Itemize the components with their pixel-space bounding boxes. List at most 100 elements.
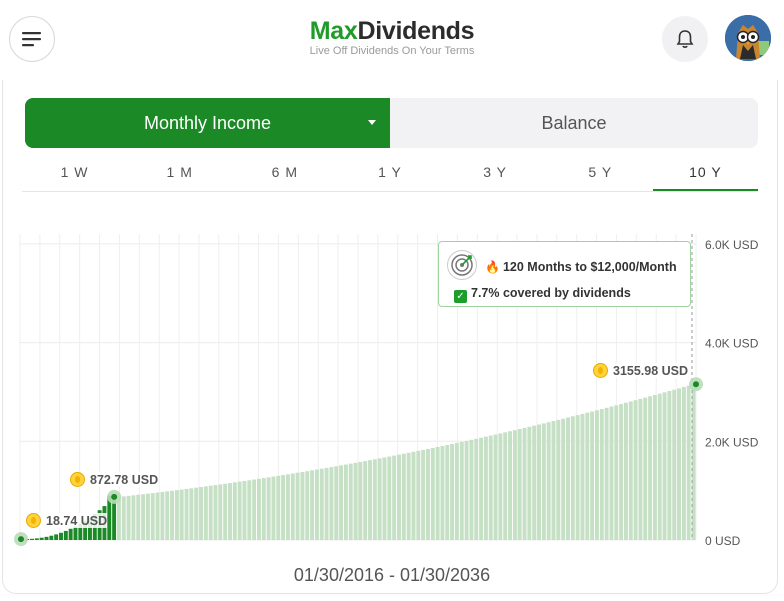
date-range: 01/30/2016 - 01/30/2036 bbox=[293, 565, 491, 585]
bar-projected bbox=[310, 470, 315, 540]
bar-projected bbox=[363, 461, 368, 540]
bar-actual bbox=[44, 536, 49, 540]
bar-projected bbox=[421, 449, 426, 540]
bar-projected bbox=[469, 439, 474, 540]
bar-projected bbox=[517, 429, 522, 540]
bar-projected bbox=[556, 419, 561, 540]
bar-projected bbox=[242, 480, 247, 540]
bar-projected bbox=[590, 411, 595, 540]
monthly-income-option[interactable]: Monthly Income bbox=[25, 98, 390, 148]
bar-projected bbox=[199, 487, 203, 540]
bar-projected bbox=[141, 494, 146, 540]
bar-actual bbox=[73, 526, 78, 540]
tab-3y[interactable]: 3 Y bbox=[483, 164, 508, 180]
bar-projected bbox=[261, 478, 266, 540]
current-value-label: 872.78 USD bbox=[70, 472, 159, 487]
bar-projected bbox=[218, 484, 223, 540]
y-tick-label: 4.0K USD bbox=[705, 337, 759, 351]
covered-text: 7.7% covered by dividends bbox=[471, 286, 631, 300]
current-point-marker bbox=[111, 493, 118, 500]
bar-projected bbox=[566, 417, 570, 540]
bar-projected bbox=[392, 455, 397, 540]
tab-10y[interactable]: 10 Y bbox=[652, 158, 758, 191]
bar-projected bbox=[179, 489, 184, 540]
bar-projected bbox=[585, 412, 590, 540]
bar-projected bbox=[493, 434, 498, 540]
bar-projected bbox=[194, 487, 199, 540]
bar-projected bbox=[324, 467, 329, 540]
bar-projected bbox=[203, 486, 208, 540]
bar-projected bbox=[401, 453, 406, 540]
bar-projected bbox=[623, 402, 628, 540]
bar-projected bbox=[377, 458, 382, 540]
bar-projected bbox=[652, 394, 657, 540]
bar-actual bbox=[39, 537, 44, 540]
tab-1y[interactable]: 1 Y bbox=[378, 164, 402, 180]
bar-actual bbox=[59, 532, 63, 540]
bar-actual bbox=[68, 528, 73, 540]
bar-projected bbox=[184, 488, 189, 540]
bar-projected bbox=[368, 460, 372, 540]
bell-icon bbox=[676, 30, 694, 48]
bar-projected bbox=[257, 478, 261, 540]
bar-actual bbox=[49, 535, 54, 540]
bar-projected bbox=[667, 391, 672, 540]
start-value-text: 18.74 USD bbox=[46, 514, 108, 528]
logo[interactable]: MaxDividends Live Off Dividends On Your … bbox=[0, 16, 784, 57]
bar-actual bbox=[78, 523, 83, 540]
bar-projected bbox=[512, 430, 517, 540]
bar-projected bbox=[464, 440, 469, 540]
menu-button[interactable] bbox=[9, 16, 55, 62]
balance-option[interactable]: Balance bbox=[390, 98, 758, 148]
tab-5y[interactable]: 5 Y bbox=[588, 164, 613, 180]
income-chart: 0 USD 2.0K USD 4.0K USD 6.0K USD bbox=[14, 234, 759, 548]
goal-text: 120 Months to $12,000/Month bbox=[502, 260, 677, 274]
target-icon bbox=[447, 250, 477, 280]
coin-icon bbox=[593, 363, 608, 378]
dropdown-caret-icon[interactable] bbox=[368, 120, 376, 125]
bar-actual bbox=[107, 495, 112, 540]
owl-avatar[interactable] bbox=[725, 15, 771, 61]
bar-projected bbox=[450, 443, 455, 540]
bar-projected bbox=[358, 461, 363, 540]
coin-icon bbox=[70, 472, 85, 487]
bar-projected bbox=[672, 389, 677, 540]
bar-projected bbox=[329, 467, 334, 540]
bar-projected bbox=[614, 405, 619, 540]
bar-actual bbox=[30, 538, 34, 540]
bar-actual bbox=[34, 538, 39, 540]
bar-projected bbox=[116, 496, 121, 540]
bar-projected bbox=[681, 386, 686, 540]
bar-projected bbox=[314, 469, 319, 540]
bar-projected bbox=[150, 493, 155, 540]
bar-projected bbox=[382, 457, 387, 540]
bar-projected bbox=[657, 393, 662, 540]
bar-projected bbox=[334, 466, 339, 540]
bar-projected bbox=[541, 423, 546, 540]
bar-projected bbox=[580, 413, 585, 540]
bar-projected bbox=[271, 476, 276, 540]
tab-1w[interactable]: 1 W bbox=[60, 164, 89, 180]
current-value-text: 872.78 USD bbox=[90, 473, 159, 487]
bar-actual bbox=[54, 534, 59, 540]
notifications-button[interactable] bbox=[662, 16, 708, 62]
bar-projected bbox=[638, 398, 643, 540]
bar-projected bbox=[619, 404, 624, 540]
bar-projected bbox=[411, 451, 416, 540]
bar-projected bbox=[445, 444, 450, 540]
bar-projected bbox=[503, 432, 508, 540]
bar-projected bbox=[305, 471, 310, 540]
bar-projected bbox=[488, 435, 493, 540]
bar-projected bbox=[628, 401, 633, 540]
bar-projected bbox=[426, 448, 430, 540]
time-range-tabs: 1 W 1 M 6 M 1 Y 3 Y 5 Y 10 Y bbox=[22, 158, 758, 192]
tab-1m[interactable]: 1 M bbox=[166, 164, 193, 180]
tab-6m[interactable]: 6 M bbox=[271, 164, 299, 180]
bar-projected bbox=[430, 447, 435, 540]
bar-projected bbox=[416, 450, 421, 540]
bar-projected bbox=[266, 477, 271, 540]
bar-projected bbox=[387, 456, 392, 540]
bar-projected bbox=[570, 416, 575, 540]
menu-icon bbox=[22, 32, 41, 47]
bar-projected bbox=[474, 438, 479, 540]
